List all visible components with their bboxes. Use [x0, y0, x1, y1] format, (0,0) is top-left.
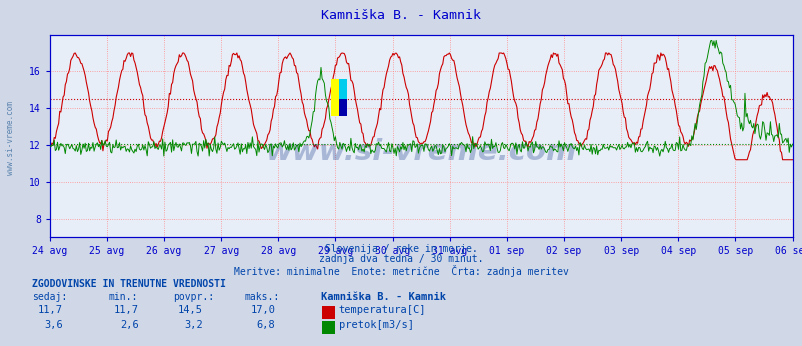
Text: povpr.:: povpr.: — [172, 292, 213, 302]
Text: 2,6: 2,6 — [120, 320, 139, 330]
Polygon shape — [330, 79, 338, 116]
Polygon shape — [338, 79, 346, 99]
Text: maks.:: maks.: — [245, 292, 280, 302]
Text: zadnja dva tedna / 30 minut.: zadnja dva tedna / 30 minut. — [319, 254, 483, 264]
Text: www.si-vreme.com: www.si-vreme.com — [6, 101, 15, 175]
Text: 3,6: 3,6 — [44, 320, 63, 330]
Polygon shape — [338, 99, 346, 116]
Text: Meritve: minimalne  Enote: metrične  Črta: zadnja meritev: Meritve: minimalne Enote: metrične Črta:… — [233, 265, 569, 277]
Text: ZGODOVINSKE IN TRENUTNE VREDNOSTI: ZGODOVINSKE IN TRENUTNE VREDNOSTI — [32, 279, 225, 289]
Text: 11,7: 11,7 — [114, 305, 139, 315]
Text: pretok[m3/s]: pretok[m3/s] — [338, 320, 413, 330]
Text: 14,5: 14,5 — [178, 305, 203, 315]
Text: 3,2: 3,2 — [184, 320, 203, 330]
Text: www.si-vreme.com: www.si-vreme.com — [265, 138, 576, 166]
Text: min.:: min.: — [108, 292, 138, 302]
Text: temperatura[C]: temperatura[C] — [338, 305, 426, 315]
Text: Kamniška B. - Kamnik: Kamniška B. - Kamnik — [321, 292, 446, 302]
Text: 17,0: 17,0 — [250, 305, 275, 315]
Text: 11,7: 11,7 — [38, 305, 63, 315]
Text: Slovenija / reke in morje.: Slovenija / reke in morje. — [325, 244, 477, 254]
Text: Kamniška B. - Kamnik: Kamniška B. - Kamnik — [321, 9, 481, 22]
Text: 6,8: 6,8 — [257, 320, 275, 330]
Text: sedaj:: sedaj: — [32, 292, 67, 302]
